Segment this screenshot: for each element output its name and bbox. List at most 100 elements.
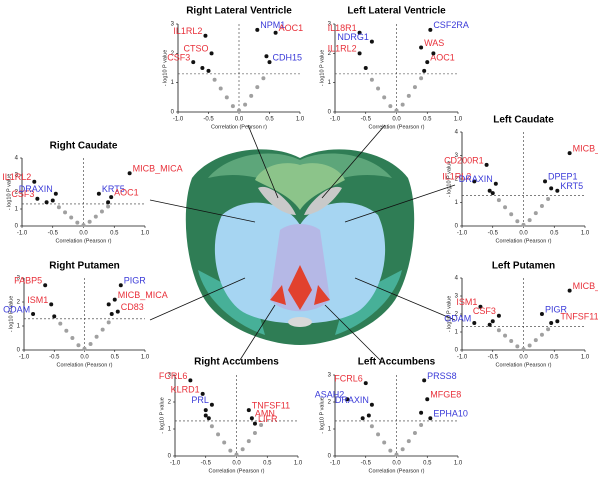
x-tick-label: -1.0 [170, 461, 181, 467]
point-significant [35, 196, 40, 201]
point-significant [357, 51, 362, 56]
piriform-left [198, 270, 265, 335]
x-tick-label: 1.0 [581, 231, 590, 237]
y-tick-label: 3 [15, 173, 19, 179]
point-significant [43, 283, 48, 288]
point-nonsignificant [376, 86, 381, 91]
gene-label: LIFR [258, 414, 278, 424]
x-tick-label: 0.0 [392, 117, 401, 123]
x-tick-label: -0.5 [361, 117, 372, 123]
gene-label: CSF3 [11, 189, 34, 199]
point-significant [264, 54, 269, 59]
gene-label: DRAXIN [335, 395, 369, 405]
gene-label: IL1RL2 [328, 44, 357, 54]
point-significant [50, 198, 55, 203]
ac-left [270, 285, 286, 305]
point-significant [203, 33, 208, 38]
point-nonsignificant [56, 205, 61, 210]
point-nonsignificant [58, 321, 63, 326]
point-nonsignificant [243, 102, 248, 107]
point-nonsignificant [70, 336, 75, 340]
point-nonsignificant [255, 85, 260, 90]
gene-label: AOC1 [279, 23, 304, 33]
point-significant [366, 413, 371, 418]
volcano-panel: Right Putamen -1.0 -0.5 0.0 0.5 1.0 0 1 2 3 Correl… [3, 261, 168, 369]
point-significant [53, 191, 58, 196]
point-significant [206, 416, 211, 421]
point-nonsignificant [259, 422, 264, 427]
gene-label: PIGR [124, 276, 147, 286]
point-significant [487, 322, 492, 327]
point-nonsignificant [509, 339, 514, 343]
x-tick-label: -1.0 [457, 355, 468, 361]
y-tick-label: 4 [455, 276, 459, 282]
gene-label: NDRG1 [337, 32, 369, 42]
y-tick-label: 3 [455, 294, 459, 300]
point-nonsignificant [369, 424, 374, 429]
x-tick-label: 0.5 [110, 231, 119, 237]
x-tick-label: -1.0 [19, 355, 30, 361]
x-axis-label: Correlation (Pearson r) [369, 124, 425, 130]
y-tick-label: 0 [15, 224, 19, 230]
point-nonsignificant [100, 327, 105, 332]
point-significant [431, 51, 436, 56]
y-tick-label: 1 [328, 80, 332, 86]
point-nonsignificant [394, 108, 399, 113]
point-significant [32, 179, 37, 184]
point-nonsignificant [412, 431, 417, 436]
point-significant [203, 413, 208, 418]
y-tick-label: 0 [328, 110, 332, 116]
point-significant [567, 151, 572, 156]
gene-label: EPHA10 [433, 409, 468, 419]
x-axis-label: Correlation (Pearson r) [369, 468, 425, 474]
point-significant [200, 391, 205, 396]
anterior-commissure [288, 265, 312, 310]
point-nonsignificant [382, 440, 387, 445]
point-nonsignificant [69, 215, 74, 220]
point-significant [106, 200, 111, 205]
point-significant [369, 402, 374, 407]
point-significant [49, 302, 54, 307]
point-nonsignificant [503, 333, 508, 338]
y-tick-label: 0 [328, 454, 332, 460]
gene-label: ASAH2 [315, 390, 345, 400]
connector [247, 124, 279, 199]
connector [344, 184, 456, 223]
x-axis-label: Correlation (Pearson r) [57, 362, 113, 368]
point-nonsignificant [400, 102, 405, 107]
point-significant [555, 188, 560, 193]
y-tick-label: 3 [455, 153, 459, 159]
gene-label: IL18R1 [328, 23, 357, 33]
point-significant [44, 200, 49, 205]
point-significant [115, 309, 120, 314]
gene-label: MICB_MICA [118, 290, 168, 300]
y-axis-label: - log10 P value [446, 161, 452, 198]
point-nonsignificant [419, 422, 424, 427]
x-tick-label: 1.0 [141, 231, 150, 237]
x-tick-label: 0.5 [423, 117, 432, 123]
point-significant [422, 378, 427, 383]
point-nonsignificant [533, 211, 538, 216]
gene-label: ODAM [444, 313, 471, 323]
y-tick-label: 0 [17, 348, 21, 354]
volcano-panel: Right Lateral Ventricle -1.0 -0.5 0.0 0.5 1.0… [162, 6, 304, 131]
gene-label: FCRL6 [159, 371, 188, 381]
gene-label: CDH15 [273, 53, 303, 63]
point-nonsignificant [382, 95, 387, 100]
point-nonsignificant [82, 346, 87, 351]
point-significant [549, 321, 554, 325]
gene-label: CSF2RA [433, 20, 469, 30]
point-nonsignificant [261, 76, 266, 81]
y-tick-label: 1 [15, 207, 19, 213]
gene-label: IL1RL2 [442, 172, 471, 182]
point-significant [246, 408, 251, 413]
point-nonsignificant [527, 218, 532, 223]
y-tick-label: 2 [328, 400, 332, 406]
point-significant [363, 66, 368, 70]
point-significant [118, 283, 123, 288]
point-significant [360, 416, 365, 421]
corpus-callosum [255, 163, 345, 210]
gene-label: CSF3 [167, 53, 190, 63]
point-nonsignificant [93, 214, 98, 219]
volcano-panel: Left Putamen -1.0 -0.5 0.0 0.5 1.0 0 1 2 3 4 Correl… [444, 261, 598, 369]
